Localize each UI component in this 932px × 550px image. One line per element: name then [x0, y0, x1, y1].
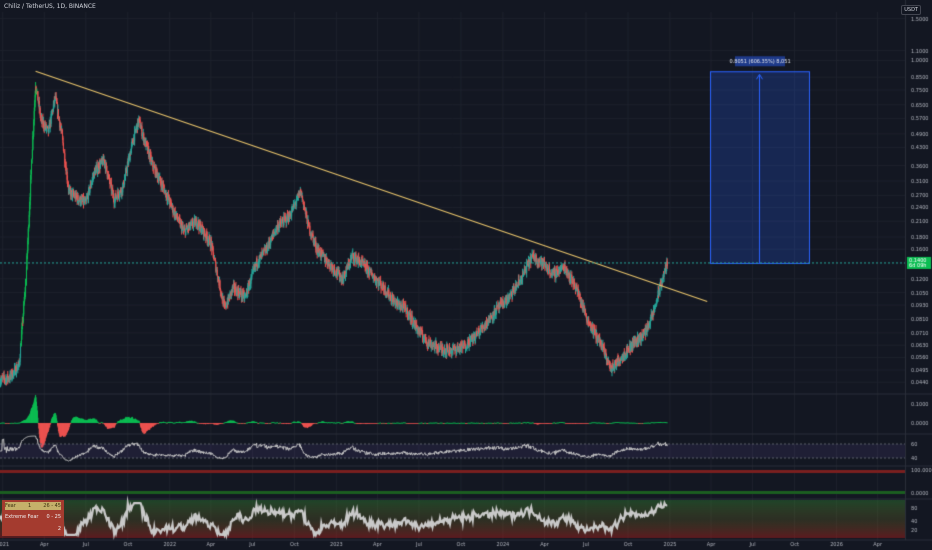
- fear-label: Fear: [5, 503, 16, 509]
- currency-button[interactable]: USDT: [901, 5, 921, 15]
- legend-extra-row: 2: [5, 525, 61, 533]
- fear-greed-legend: Fear 1 26 - 45 Extreme Fear 0 - 25 2: [2, 500, 64, 536]
- extreme-fear-label: Extreme Fear: [5, 514, 39, 520]
- fear-index: 1: [27, 503, 32, 509]
- extreme-fear-row: Extreme Fear 0 - 25: [5, 513, 61, 521]
- fear-range: 26 - 45: [43, 503, 61, 509]
- legend-extra-value: 2: [57, 526, 61, 532]
- fear-row: Fear 1 26 - 45: [5, 502, 61, 510]
- extreme-fear-range: 0 - 25: [46, 514, 61, 520]
- symbol-title: Chiliz / TetherUS, 1D, BINANCE: [4, 3, 96, 10]
